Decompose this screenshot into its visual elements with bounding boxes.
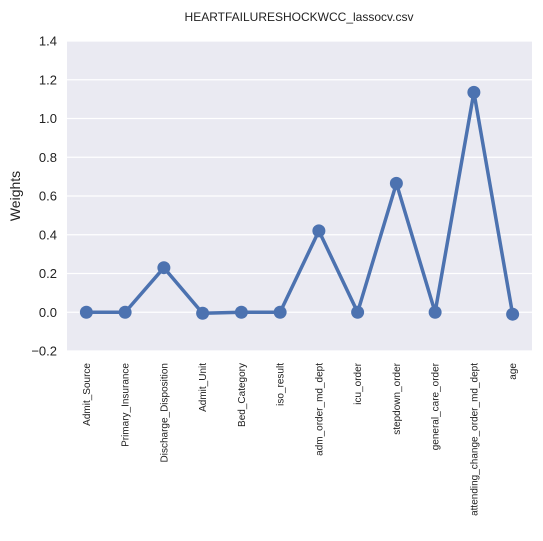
y-tick-label: 0.6	[39, 189, 57, 204]
y-tick-label: 0.2	[39, 266, 57, 281]
x-tick-label: Bed_Category	[237, 363, 248, 427]
data-point-adm-order-md-dept	[312, 224, 326, 238]
y-tick-label: 1.2	[39, 72, 57, 87]
series-line	[86, 90, 515, 315]
x-tick-label: Discharge_Disposition	[159, 363, 170, 463]
y-tick-label: 1.4	[39, 34, 57, 49]
x-tick-label: icu_order	[353, 362, 364, 404]
data-point-iso-result	[273, 305, 287, 319]
x-tick-label: iso_result	[276, 363, 287, 406]
y-tick-label: −0.2	[31, 344, 57, 359]
x-tick-label: adm_order_md_dept	[314, 363, 325, 456]
chart-title: HEARTFAILURESHOCKWCC_lassocv.csv	[185, 10, 414, 24]
data-point-primary-insurance	[118, 305, 132, 319]
y-tick-label: 0.4	[39, 227, 57, 242]
x-tick-label: Primary_Insurance	[121, 363, 132, 447]
data-point-age	[506, 307, 520, 321]
y-tick-labels: −0.2 0.0 0.2 0.4 0.6 0.8 1.0 1.2 1.4	[31, 34, 57, 359]
x-tick-labels: Admit_Source Primary_Insurance Discharge_D…	[82, 362, 519, 516]
data-point-stepdown-order	[389, 176, 403, 190]
x-tick-label: general_care_order	[431, 362, 442, 450]
data-points	[79, 85, 520, 321]
data-point-attending-change-order-md-dept	[467, 85, 481, 99]
x-tick-label: attending_change_order_md_dept	[469, 363, 480, 516]
y-axis-label: Weights	[7, 171, 23, 221]
data-point-general-care-order	[428, 305, 442, 319]
data-point-discharge-disposition	[157, 261, 171, 275]
y-tick-label: 1.0	[39, 111, 57, 126]
data-point-icu-order	[351, 305, 365, 319]
data-point-admit-source	[79, 305, 93, 319]
x-tick-label: age	[508, 363, 519, 380]
x-tick-label: Admit_Source	[82, 363, 93, 426]
data-point-bed-category	[234, 305, 248, 319]
data-point-admit-unit	[196, 306, 210, 320]
y-tick-label: 0.8	[39, 150, 57, 165]
x-tick-label: Admit_Unit	[198, 363, 209, 412]
y-tick-label: 0.0	[39, 305, 57, 320]
x-tick-label: stepdown_order	[392, 362, 403, 434]
